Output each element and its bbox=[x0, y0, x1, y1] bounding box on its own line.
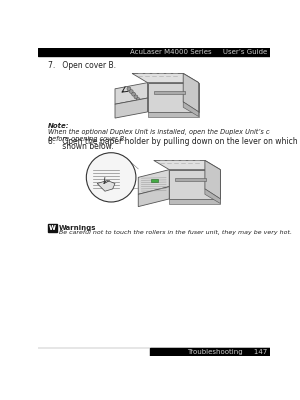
Polygon shape bbox=[97, 180, 115, 191]
Polygon shape bbox=[205, 189, 220, 204]
Text: Troubleshooting     147: Troubleshooting 147 bbox=[188, 349, 268, 355]
Polygon shape bbox=[138, 170, 169, 194]
Circle shape bbox=[129, 90, 133, 94]
Polygon shape bbox=[154, 160, 220, 170]
Text: When the optional Duplex Unit is installed, open the Duplex Unit’s cover before : When the optional Duplex Unit is install… bbox=[48, 129, 284, 142]
Text: 7.   Open cover B.: 7. Open cover B. bbox=[48, 61, 116, 70]
Polygon shape bbox=[115, 98, 148, 118]
Circle shape bbox=[136, 98, 140, 102]
Text: Note:: Note: bbox=[48, 124, 70, 130]
Text: AcuLaser M4000 Series     User’s Guide: AcuLaser M4000 Series User’s Guide bbox=[130, 49, 268, 55]
Text: Be careful not to touch the rollers in the fuser unit, they may be very hot.: Be careful not to touch the rollers in t… bbox=[59, 230, 292, 236]
Circle shape bbox=[86, 153, 136, 202]
Bar bbox=[48, 224, 57, 232]
Bar bbox=[150, 348, 270, 356]
Bar bbox=[154, 91, 185, 94]
Polygon shape bbox=[148, 112, 199, 116]
Polygon shape bbox=[115, 83, 148, 104]
Bar bbox=[38, 48, 270, 56]
Polygon shape bbox=[169, 170, 220, 199]
Polygon shape bbox=[205, 160, 220, 199]
Circle shape bbox=[132, 92, 136, 96]
Polygon shape bbox=[183, 102, 199, 116]
Bar bbox=[176, 178, 206, 181]
Circle shape bbox=[134, 95, 138, 99]
Bar bbox=[151, 179, 158, 182]
Text: shown below.: shown below. bbox=[48, 142, 114, 151]
Text: w: w bbox=[49, 223, 56, 232]
Text: Warnings: Warnings bbox=[59, 225, 97, 231]
Text: 8.   Open the paper holder by pulling down on the lever on which a green label i: 8. Open the paper holder by pulling down… bbox=[48, 136, 300, 146]
Polygon shape bbox=[183, 74, 199, 112]
Polygon shape bbox=[169, 199, 220, 204]
Circle shape bbox=[127, 87, 131, 91]
Polygon shape bbox=[138, 186, 169, 207]
Polygon shape bbox=[132, 74, 199, 83]
Polygon shape bbox=[148, 83, 199, 112]
